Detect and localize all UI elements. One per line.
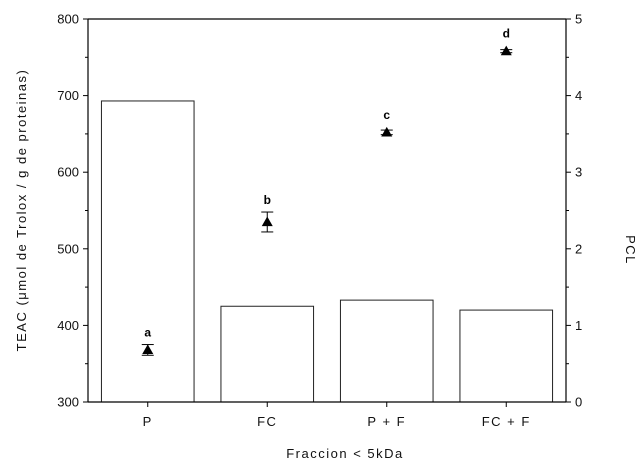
significance-letter-3: c [383, 108, 390, 122]
y-tick-label-2: 500 [57, 241, 79, 256]
triangle-point-1 [142, 344, 154, 355]
y-tick-label-3: 600 [57, 165, 79, 180]
triangle-point-3 [381, 126, 393, 137]
x-tick-label-2: P + F [367, 414, 406, 429]
bar-2 [220, 305, 315, 403]
significance-letter-2: b [264, 193, 271, 207]
y-tick-label-4: 700 [57, 88, 79, 103]
y2-tick-label-5: 5 [575, 12, 582, 27]
y-tick-label-0: 300 [57, 395, 79, 410]
y2-tick-label-0: 0 [575, 395, 582, 410]
x-tick-label-1: FC [257, 414, 277, 429]
bars-layer [100, 100, 554, 403]
axes-layer: 300 400 500 600 700 800 0 1 2 3 4 5 P FC P + F FC + F [57, 12, 582, 430]
y-tick-label-1: 400 [57, 318, 79, 333]
y2-tick-label-4: 4 [575, 88, 582, 103]
bar-4 [459, 309, 554, 403]
x-tick-label-3: FC + F [482, 414, 531, 429]
significance-letter-1: a [144, 325, 151, 339]
y-axis-title: TEAC (μmol de Trolox / g de proteinas) [14, 69, 29, 352]
y2-tick-label-2: 2 [575, 241, 582, 256]
points-layer: a b c d [141, 27, 513, 356]
y-tick-label-5: 800 [57, 12, 79, 27]
x-axis-title: Fraccion < 5kDa [286, 446, 404, 461]
triangle-point-2 [261, 216, 273, 227]
y2-axis-title: PCL [623, 235, 638, 265]
y2-tick-label-3: 3 [575, 165, 582, 180]
triangle-point-4 [500, 45, 512, 56]
bar-1 [100, 100, 195, 403]
x-tick-label-0: P [143, 414, 153, 429]
significance-letter-4: d [503, 27, 510, 41]
bar-3 [339, 299, 434, 403]
y2-tick-label-1: 1 [575, 318, 582, 333]
